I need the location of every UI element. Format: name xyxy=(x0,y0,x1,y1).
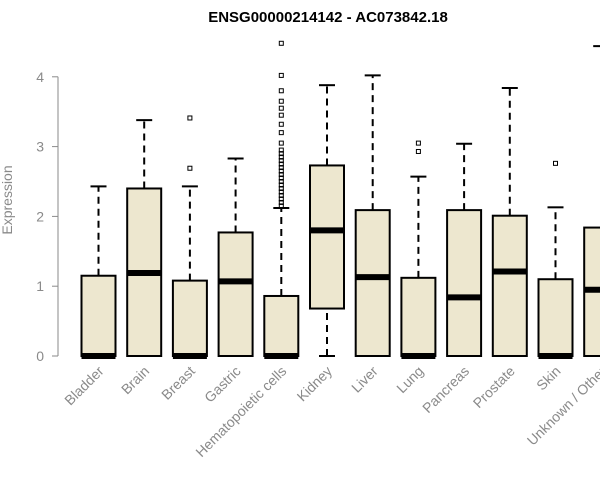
chart-title: ENSG00000214142 - AC073842.18 xyxy=(208,9,448,26)
box-kidney xyxy=(309,84,345,357)
box-brain xyxy=(126,119,163,357)
category-label: Pancreas xyxy=(419,363,472,416)
outlier-point xyxy=(278,172,284,178)
outlier-point xyxy=(278,161,284,167)
box-gastric xyxy=(217,157,254,357)
outlier-point xyxy=(278,182,284,188)
outlier-point xyxy=(278,189,284,195)
box-liver xyxy=(354,74,391,357)
outlier-point xyxy=(278,40,284,46)
outlier-point xyxy=(278,192,284,198)
y-tick-label: 4 xyxy=(36,69,44,85)
box-rect xyxy=(171,279,208,357)
outlier-point xyxy=(278,179,284,184)
y-tick-label: 2 xyxy=(36,208,44,224)
category-label: Liver xyxy=(348,363,381,396)
box-rect xyxy=(80,274,117,358)
y-axis: 0 1 2 3 4 xyxy=(36,69,59,364)
category-label: Brain xyxy=(118,363,152,397)
outlier-point xyxy=(278,140,284,146)
outlier-point xyxy=(278,88,284,94)
outlier-point xyxy=(278,185,284,191)
box-rect xyxy=(446,209,483,357)
box-hematopoietic-cells xyxy=(263,40,300,359)
boxes xyxy=(80,40,600,359)
box-rect xyxy=(537,278,574,357)
box-rect xyxy=(263,294,300,357)
outlier-point xyxy=(187,165,193,171)
box-rect xyxy=(491,214,528,357)
box-lung xyxy=(400,140,437,359)
y-tick-label: 1 xyxy=(36,278,44,294)
outlier-point xyxy=(278,112,284,118)
outlier-point xyxy=(278,175,284,181)
box-skin xyxy=(537,160,574,359)
outlier-point xyxy=(278,158,284,164)
category-label: Lung xyxy=(393,363,426,396)
outlier-point xyxy=(278,105,284,111)
y-tick-label: 3 xyxy=(36,139,44,155)
box-bladder xyxy=(80,185,117,359)
outlier-point xyxy=(278,154,284,160)
outlier-point xyxy=(278,98,284,104)
box-rect xyxy=(354,209,391,357)
outlier-point xyxy=(278,203,284,209)
box-prostate xyxy=(491,86,528,357)
box-rect xyxy=(217,231,254,357)
outlier-point xyxy=(278,121,284,127)
outlier-point xyxy=(278,151,284,157)
category-label: Hematopoietic cells xyxy=(192,363,289,460)
category-label: Kidney xyxy=(294,363,336,405)
outlier-point xyxy=(553,160,558,166)
category-label: Bladder xyxy=(61,363,107,409)
box-rect xyxy=(309,164,345,310)
outlier-point xyxy=(278,130,284,136)
category-label: Breast xyxy=(158,363,198,403)
outlier-point xyxy=(278,168,284,174)
outlier-point xyxy=(278,147,284,153)
outlier-point xyxy=(415,148,421,154)
outlier-point xyxy=(187,115,193,121)
category-label: Gastric xyxy=(201,363,244,406)
box-rect xyxy=(400,276,437,358)
y-tick-label: 0 xyxy=(36,348,44,364)
box-unknown-other xyxy=(583,45,600,357)
y-axis-label: Expression xyxy=(0,165,15,234)
box-breast xyxy=(171,115,208,359)
outlier-point xyxy=(415,140,421,146)
category-label: Prostate xyxy=(470,363,518,411)
category-label: Skin xyxy=(533,363,564,394)
box-pancreas xyxy=(446,142,483,357)
outlier-point xyxy=(278,196,284,202)
outlier-point xyxy=(278,165,284,171)
outlier-point xyxy=(278,72,284,78)
outlier-point xyxy=(278,199,284,205)
